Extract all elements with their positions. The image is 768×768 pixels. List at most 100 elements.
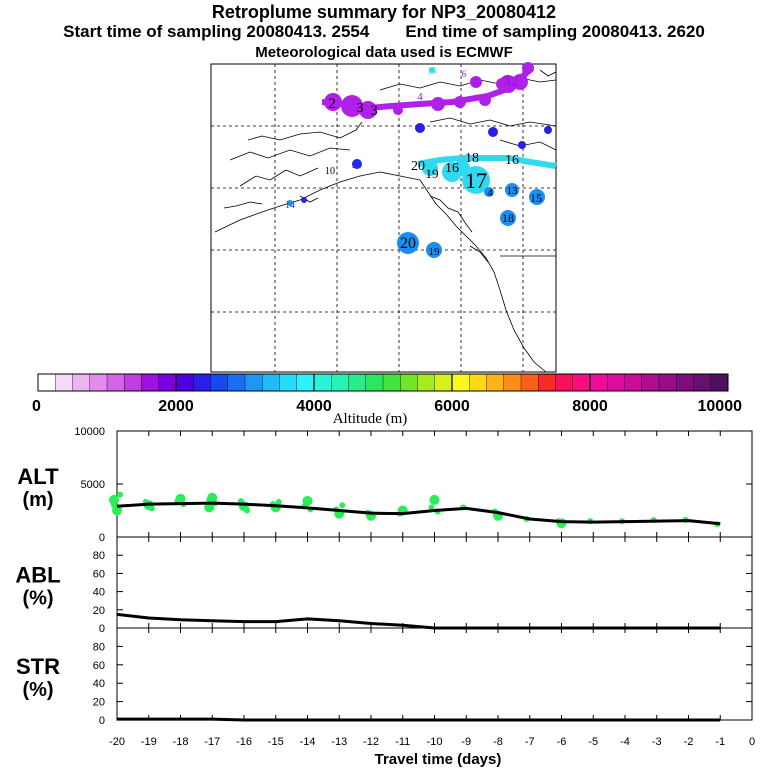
panel-ylabel-name: ABL (15, 563, 60, 588)
series-line-abl (116, 612, 721, 630)
colorbar-cell (503, 374, 522, 391)
plume-point (426, 242, 442, 258)
alt-scatter-point (556, 518, 567, 529)
colorbar-cell (210, 374, 229, 391)
colorbar-cell (158, 374, 177, 391)
alt-scatter-point (429, 494, 440, 505)
colorbar-cell (89, 374, 108, 391)
plume-point (301, 197, 307, 203)
colorbar-cell (72, 374, 91, 391)
panel-str: 0 20 40 60 80 STR(%) (16, 627, 753, 727)
y-tick-label: 80 (93, 550, 105, 562)
colorbar-cell (227, 374, 246, 391)
x-tick-label: -7 (525, 736, 535, 748)
plume-label: 18 (502, 211, 514, 225)
colorbar-tick-labels: 0 2000 4000 6000 8000 10000 (32, 398, 742, 415)
plume-point (422, 160, 438, 176)
colorbar: 0 2000 4000 6000 8000 10000 Altitude (m) (32, 373, 742, 427)
end-time-text: End time of sampling 20080413. 2620 (405, 22, 705, 41)
plume-label: 19 (429, 246, 441, 258)
plume-label: 20 (400, 235, 416, 252)
x-tick-label: -4 (620, 736, 630, 748)
colorbar-cell (624, 374, 643, 391)
plume-label: 3 (370, 103, 378, 119)
plume-label: 5 (505, 72, 512, 87)
colorbar-tick-label: 6000 (434, 398, 470, 415)
x-tick-label: -11 (395, 736, 410, 748)
plume-point (505, 183, 519, 197)
series-line-str (117, 717, 721, 722)
colorbar-cell (710, 374, 729, 391)
plume-point (462, 166, 490, 194)
chart-subtitle-times: Start time of sampling 20080413. 2554 End… (0, 22, 768, 42)
x-tick-label: -5 (588, 736, 598, 748)
colorbar-cell (641, 374, 660, 391)
alt-scatter-point (302, 495, 313, 506)
plume-track-middle (417, 155, 557, 169)
colorbar-tick-label: 2000 (158, 398, 194, 415)
x-tick-label: -12 (363, 736, 379, 748)
panel-ylabel-unit: (%) (22, 679, 53, 701)
colorbar-cell (176, 374, 194, 391)
plume-point (359, 101, 377, 119)
alt-scatter-point (428, 504, 435, 511)
colorbar-cell (693, 374, 712, 391)
plume-point (529, 189, 545, 205)
map-frame (210, 63, 557, 373)
x-tick-label: -3 (652, 736, 662, 748)
x-tick-label: -17 (204, 736, 220, 748)
plume-label: 2 (328, 96, 336, 112)
x-tick-label: -1 (715, 736, 725, 748)
colorbar-cell (55, 374, 73, 391)
panel-alt: 0 5000 10000 ALT(m) (17, 426, 753, 544)
y-tick-label: 5000 (81, 479, 105, 491)
plume-point (415, 123, 425, 133)
colorbar-cell (348, 374, 367, 391)
colorbar-tick-label: 10000 (698, 398, 743, 415)
plume-label: 4 (487, 187, 493, 199)
colorbar-cell (521, 374, 539, 391)
plume-label: 16 (445, 161, 459, 176)
plume-point (393, 105, 403, 115)
x-tick-label: -14 (300, 736, 316, 748)
plume-point (518, 141, 526, 149)
plume-label: 15 (530, 191, 542, 205)
plume-point (522, 62, 534, 74)
colorbar-cell (245, 374, 263, 391)
colorbar-cell (434, 374, 453, 391)
plume-label: 19 (426, 166, 439, 181)
y-tick-label: 10000 (74, 426, 105, 438)
colorbar-ticks (55, 374, 711, 391)
colorbar-cell (538, 374, 556, 391)
alt-scatter-point (117, 491, 123, 498)
y-tick-label: 40 (93, 587, 105, 599)
colorbar-cell (676, 374, 694, 391)
alt-scatter-point (275, 499, 282, 506)
colorbar-cell (262, 374, 280, 391)
plume-label: 13 (507, 185, 519, 197)
colorbar-cell (590, 374, 608, 391)
colorbar-label: Altitude (m) (333, 411, 408, 427)
y-tick-label: 20 (93, 605, 105, 617)
plume-label: 14 (285, 200, 295, 211)
x-tick-label: -20 (109, 736, 125, 748)
colorbar-cell (572, 374, 591, 391)
panel-ylabel-name: ALT (17, 464, 59, 489)
alt-scatter-point (148, 505, 155, 512)
colorbar-cell (314, 374, 332, 391)
plume-label: 32 (504, 74, 519, 90)
x-tick-label: -13 (331, 736, 347, 748)
alt-scatter-point (204, 502, 215, 513)
colorbar-cell (400, 374, 418, 391)
series-line-alt (116, 501, 721, 526)
x-axis-title: Travel time (days) (375, 751, 502, 768)
coastlines (214, 69, 557, 373)
plume-point (512, 74, 528, 90)
colorbar-cell (417, 374, 436, 391)
alt-scatter-point (339, 502, 346, 509)
panel-frame (116, 627, 753, 721)
colorbar-cells (38, 374, 729, 391)
panel-ylabel-unit: (m) (22, 489, 53, 511)
x-tick-label: 0 (749, 736, 755, 748)
